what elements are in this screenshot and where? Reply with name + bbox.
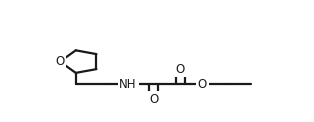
Text: O: O	[198, 78, 207, 91]
Text: NH: NH	[119, 78, 137, 91]
Text: O: O	[176, 63, 185, 76]
Text: O: O	[149, 93, 158, 106]
Text: O: O	[55, 55, 65, 68]
